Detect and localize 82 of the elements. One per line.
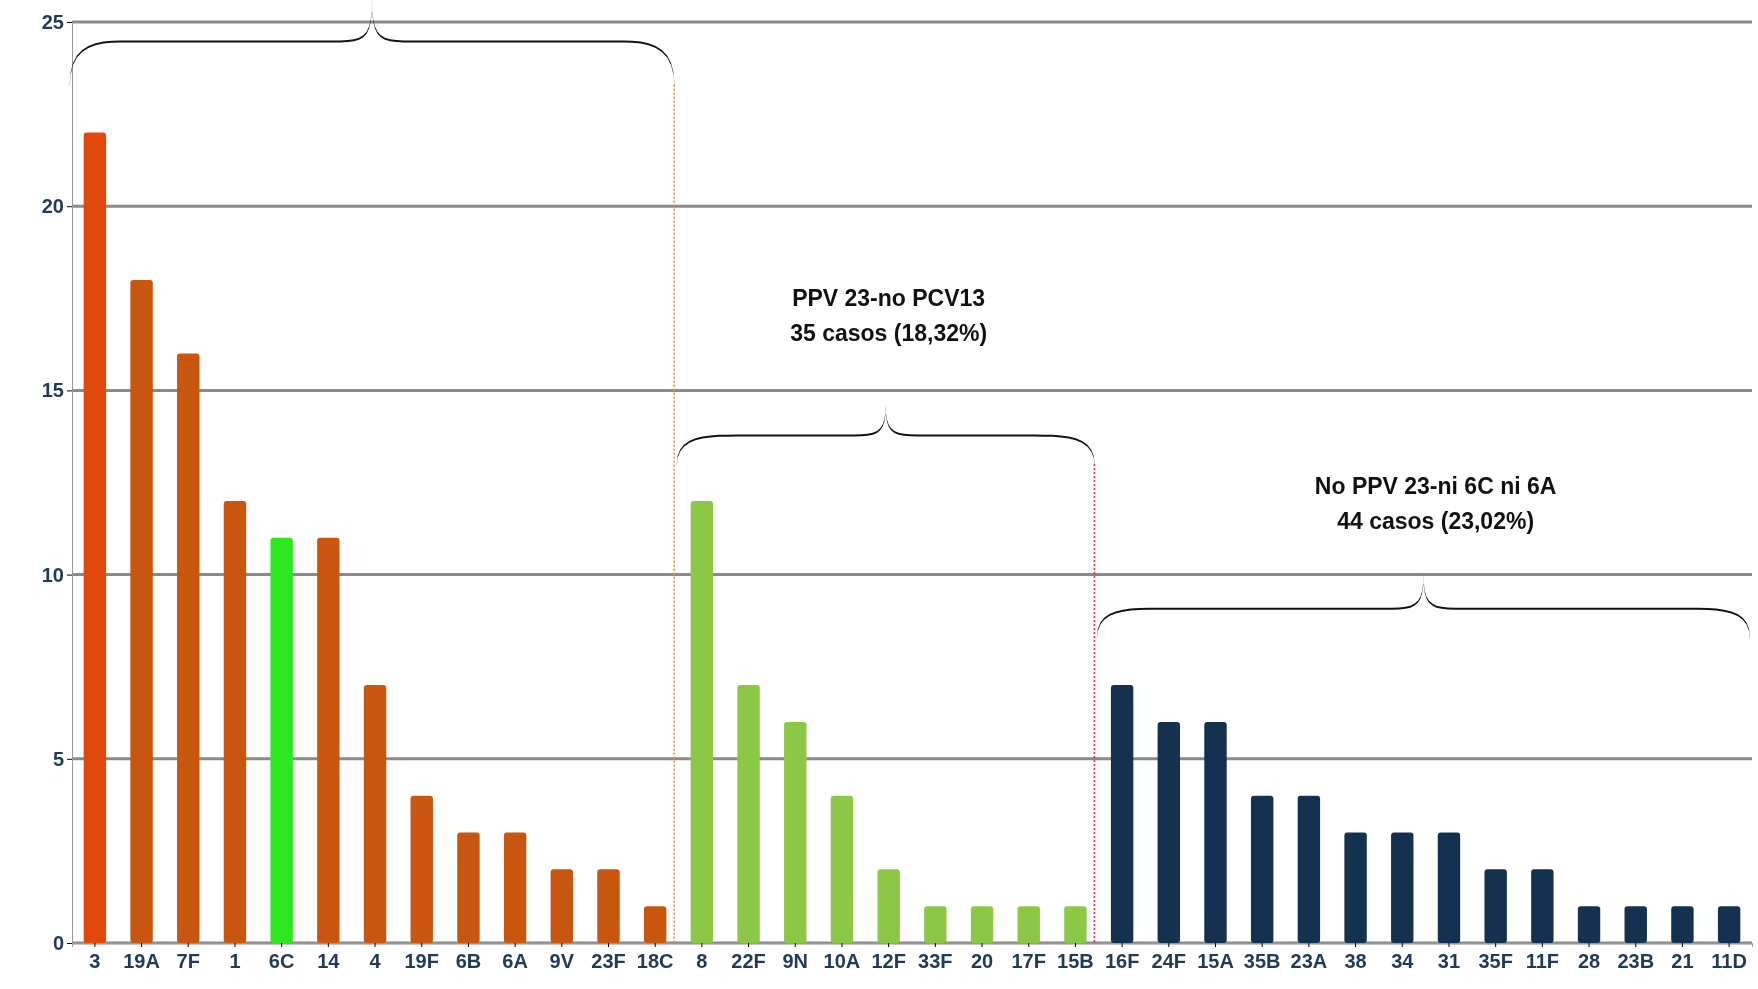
annotation: PPV 23-no PCV13 xyxy=(792,284,986,311)
y-tick-label: 10 xyxy=(41,563,64,586)
bar xyxy=(690,500,714,943)
x-tick-label: 15A xyxy=(1197,950,1234,972)
bar xyxy=(1577,906,1601,943)
x-tick-label: 23F xyxy=(591,950,626,972)
x-tick-label: 31 xyxy=(1437,950,1461,972)
bar xyxy=(1110,685,1134,943)
bar xyxy=(1250,795,1274,943)
x-tick-label: 4 xyxy=(369,950,382,972)
x-tick-label: 28 xyxy=(1577,950,1601,972)
y-tick-label: 5 xyxy=(52,747,64,770)
bar xyxy=(643,906,667,943)
x-tick-label: 12F xyxy=(871,950,906,972)
bar xyxy=(363,685,387,943)
bar xyxy=(830,795,854,943)
bar xyxy=(1204,721,1227,943)
bar xyxy=(550,869,574,943)
x-tick-label: 35F xyxy=(1478,950,1513,972)
x-tick-label: 34 xyxy=(1391,950,1415,972)
x-tick-label: 15B xyxy=(1057,950,1094,972)
x-tick-label: 6B xyxy=(455,950,482,972)
bar xyxy=(1484,869,1507,943)
bar xyxy=(970,906,994,943)
x-tick-label: 19F xyxy=(404,950,439,972)
bar xyxy=(784,721,807,943)
x-tick-label: 17F xyxy=(1011,950,1046,972)
bar xyxy=(457,832,480,943)
bar xyxy=(737,685,760,943)
x-tick-label: 22F xyxy=(731,950,766,972)
bar xyxy=(1157,721,1181,943)
y-tick-label: 15 xyxy=(41,379,64,402)
x-tick-label: 8 xyxy=(696,950,708,972)
x-tick-label: 14 xyxy=(317,950,341,972)
x-tick-label: 23B xyxy=(1617,950,1655,972)
bar xyxy=(1017,906,1040,943)
annotation: 44 casos (23,02%) xyxy=(1337,507,1535,534)
y-tick-label: 20 xyxy=(41,195,64,218)
bar xyxy=(83,132,107,943)
bar xyxy=(223,500,247,943)
y-tick-label: 0 xyxy=(52,931,64,954)
x-tick-label: 24F xyxy=(1151,950,1187,972)
x-tick-label: 1 xyxy=(229,950,241,972)
bar xyxy=(1717,906,1741,943)
bar xyxy=(1064,906,1087,943)
annotation: No PPV 23-ni 6C ni 6A xyxy=(1314,472,1557,499)
bar xyxy=(130,279,153,943)
bar xyxy=(177,353,200,943)
x-tick-label: 10A xyxy=(823,950,861,972)
bar xyxy=(410,795,433,943)
y-tick-label: 25 xyxy=(41,10,64,33)
x-tick-label: 7F xyxy=(176,950,200,972)
x-tick-label: 3 xyxy=(89,950,101,972)
x-tick-label: 35B xyxy=(1243,950,1281,972)
bar xyxy=(317,537,340,943)
annotation: 35 casos (18,32%) xyxy=(790,319,988,346)
bar xyxy=(503,832,527,943)
x-tick-label: 6C xyxy=(268,950,295,972)
bar xyxy=(1344,832,1367,943)
x-tick-label: 9V xyxy=(549,950,575,972)
bar xyxy=(1624,906,1647,943)
x-tick-label: 11F xyxy=(1525,950,1560,972)
x-tick-label: 20 xyxy=(970,950,994,972)
bar xyxy=(1437,832,1461,943)
bar xyxy=(1531,869,1554,943)
bar xyxy=(597,869,620,943)
bar xyxy=(877,869,900,943)
x-tick-label: 18C xyxy=(636,950,674,972)
x-tick-label: 19A xyxy=(123,950,160,972)
bar xyxy=(1671,906,1694,943)
x-tick-label: 33F xyxy=(918,950,953,972)
bar xyxy=(1297,795,1321,943)
x-tick-label: 16F xyxy=(1104,950,1140,972)
x-tick-label: 21 xyxy=(1671,950,1694,972)
x-tick-label: 11D xyxy=(1711,950,1747,972)
x-tick-label: 9N xyxy=(782,950,809,972)
x-tick-label: 6A xyxy=(502,950,528,972)
bar xyxy=(924,906,947,943)
x-tick-label: 23A xyxy=(1290,950,1328,972)
bar xyxy=(1391,832,1414,943)
x-tick-label: 38 xyxy=(1344,950,1367,972)
bar xyxy=(270,537,293,943)
